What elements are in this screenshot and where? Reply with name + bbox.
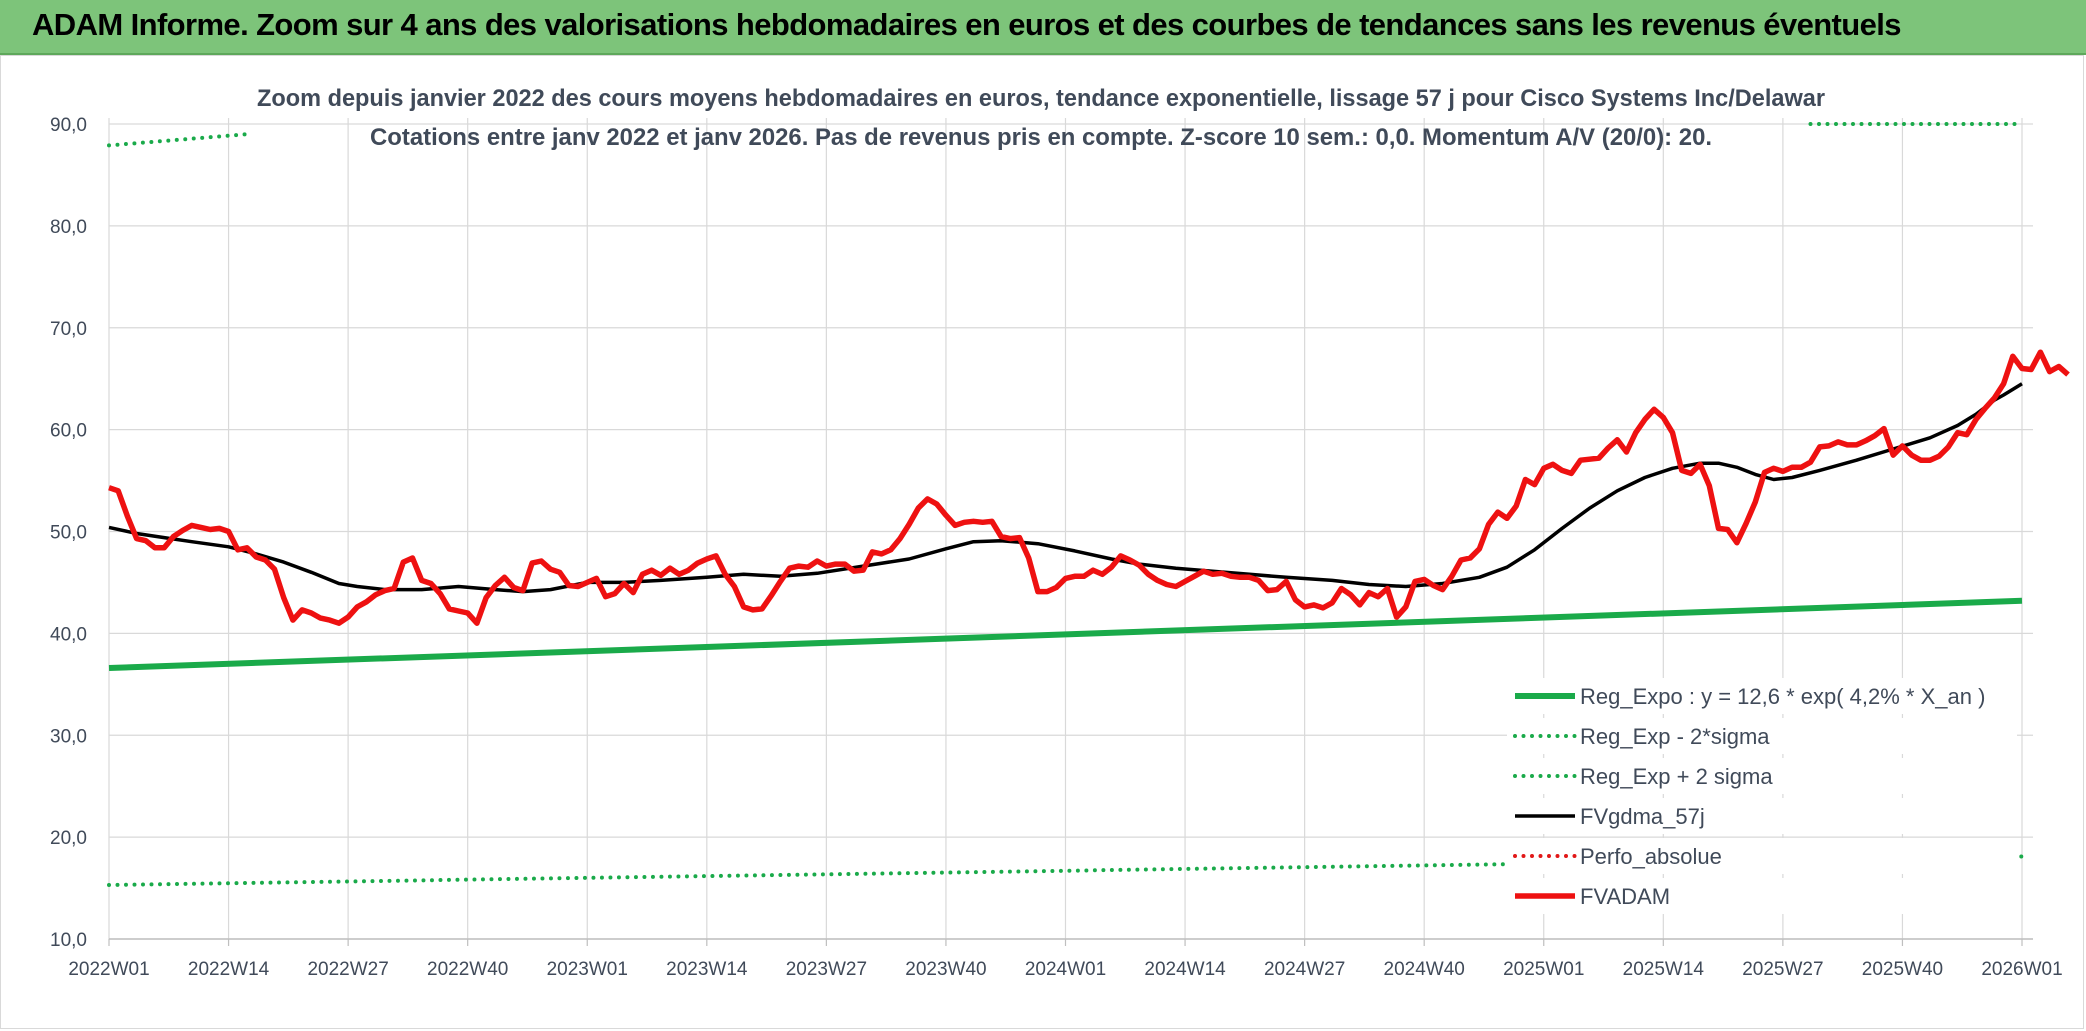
x-tick-label: 2023W14 <box>666 959 748 980</box>
chart-area: 10,0 20,0 30,0 40,0 50,0 60,0 70,0 80,0 90,0 2022… <box>0 55 2084 1029</box>
legend-bg <box>1507 758 2017 794</box>
y-tick-label: 50,0 <box>50 523 87 544</box>
y-tick-label: 70,0 <box>50 319 87 340</box>
legend-label-reg-exp-2-sigma: Reg_Exp - 2*sigma <box>1580 724 1770 749</box>
chart-title-line-2: Cotations entre janv 2022 et janv 2026. … <box>370 124 1712 151</box>
chart-svg: 10,0 20,0 30,0 40,0 50,0 60,0 70,0 80,0 90,0 2022… <box>50 85 2070 980</box>
report-header: ADAM Informe. Zoom sur 4 ans des valoris… <box>0 0 2086 55</box>
x-tick-label: 2024W40 <box>1384 959 1465 980</box>
x-tick-label: 2023W40 <box>905 959 986 980</box>
series-line-reg-exp-2-sigma <box>107 132 249 148</box>
x-tick-label: 2023W27 <box>786 959 867 980</box>
y-tick-label: 80,0 <box>50 217 87 238</box>
legend-bg <box>1507 838 2017 874</box>
x-tick-label: 2026W01 <box>1981 959 2062 980</box>
x-tick-label: 2022W14 <box>188 959 270 980</box>
legend-bg <box>1507 878 2017 914</box>
x-tick-label: 2024W27 <box>1264 959 1345 980</box>
x-tick-label: 2023W01 <box>547 959 628 980</box>
y-tick-label: 30,0 <box>50 726 87 747</box>
x-tick-label: 2022W27 <box>307 959 388 980</box>
chart-title-line-1: Zoom depuis janvier 2022 des cours moyen… <box>257 85 1825 112</box>
legend-label-perfo-absolue: Perfo_absolue <box>1580 844 1722 869</box>
series-line-fvadam <box>108 349 2070 626</box>
series-line-reg-expo-y-12-6-exp-4-2-x-an <box>108 597 2023 671</box>
x-tick-label: 2025W40 <box>1862 959 1943 980</box>
legend-bg <box>1507 718 2017 754</box>
y-tick-label: 90,0 <box>50 115 87 136</box>
legend: Reg_Expo : y = 12,6 * exp( 4,2% * X_an )… <box>1507 678 2017 914</box>
legend-bg <box>1507 798 2017 834</box>
x-tick-label: 2025W01 <box>1503 959 1584 980</box>
y-tick-label: 20,0 <box>50 828 87 849</box>
legend-label-reg-exp-2-sigma: Reg_Exp + 2 sigma <box>1580 764 1773 789</box>
y-tick-label: 40,0 <box>50 624 87 645</box>
y-tick-label: 10,0 <box>50 930 87 951</box>
series <box>107 122 2070 887</box>
x-tick-label: 2024W01 <box>1025 959 1106 980</box>
legend-label-reg-expo-y-12-6-exp-4-2-x-an: Reg_Expo : y = 12,6 * exp( 4,2% * X_an ) <box>1580 684 1985 709</box>
report-title: ADAM Informe. Zoom sur 4 ans des valoris… <box>32 7 1902 42</box>
legend-label-fvgdma-57j: FVgdma_57j <box>1580 804 1705 829</box>
y-tick-label: 60,0 <box>50 421 87 442</box>
x-tick-label: 2025W14 <box>1623 959 1705 980</box>
legend-label-fvadam: FVADAM <box>1580 884 1670 909</box>
x-tick-label: 2025W27 <box>1742 959 1823 980</box>
axes: 10,0 20,0 30,0 40,0 50,0 60,0 70,0 80,0 90,0 2022… <box>50 115 2063 980</box>
x-tick-label: 2022W01 <box>68 959 149 980</box>
x-tick-label: 2024W14 <box>1144 959 1226 980</box>
x-tick-label: 2022W40 <box>427 959 508 980</box>
legend-bg <box>1507 678 2017 714</box>
